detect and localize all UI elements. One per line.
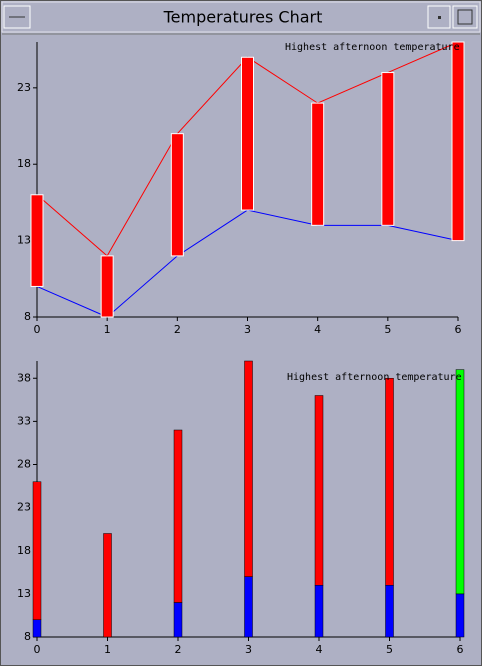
x-tick-label: 1	[104, 323, 111, 336]
x-tick-label: 3	[244, 323, 251, 336]
bar-segment	[244, 576, 253, 638]
bar-segment	[103, 533, 112, 638]
y-tick-label: 23	[17, 501, 31, 514]
x-tick-label: 0	[34, 323, 41, 336]
range-bar	[241, 56, 254, 211]
x-tick-label: 2	[175, 643, 182, 656]
x-tick-label: 3	[245, 643, 252, 656]
y-tick-label: 18	[17, 544, 31, 557]
x-tick-label: 2	[174, 323, 181, 336]
range-bar	[170, 133, 184, 257]
bar-segment	[32, 481, 42, 620]
bar-segment	[32, 619, 42, 638]
y-tick-label: 23	[17, 81, 31, 94]
bar-segment	[173, 602, 183, 638]
range-bar	[451, 41, 465, 242]
y-tick-label: 8	[24, 310, 31, 323]
y-tick-label: 13	[17, 234, 31, 247]
x-tick-label: 6	[455, 323, 462, 336]
bar-segment	[385, 378, 394, 586]
x-tick-label: 4	[314, 323, 321, 336]
x-tick-label: 5	[386, 643, 393, 656]
y-tick-label: 38	[17, 371, 31, 384]
x-tick-label: 0	[34, 643, 41, 656]
x-tick-label: 1	[104, 643, 111, 656]
y-tick-label: 28	[17, 458, 31, 471]
bar-segment	[385, 585, 394, 638]
bar-segment	[173, 429, 183, 603]
y-tick-label: 13	[17, 587, 31, 600]
minimize-icon	[438, 16, 441, 19]
bar-segment	[455, 593, 465, 638]
x-tick-label: 5	[384, 323, 391, 336]
bar-segment	[244, 360, 253, 577]
range-bar	[100, 255, 114, 318]
bar-segment	[314, 395, 324, 586]
bar-segment	[455, 369, 465, 595]
title-bar	[1, 1, 481, 33]
bar-segment	[314, 585, 324, 638]
range-bar	[311, 102, 325, 226]
range-bar	[381, 72, 395, 226]
legend-label: Highest afternoon temperature	[287, 372, 462, 383]
x-tick-label: 6	[457, 643, 464, 656]
legend-label: Highest afternoon temperature	[285, 42, 460, 53]
x-tick-label: 4	[316, 643, 323, 656]
range-bar	[30, 194, 44, 287]
maximize-icon	[457, 9, 473, 25]
window-title: Temperatures Chart	[163, 8, 323, 27]
y-tick-label: 18	[17, 157, 31, 170]
y-tick-label: 8	[24, 630, 31, 643]
maximize-button[interactable]	[452, 5, 478, 29]
y-tick-label: 33	[17, 414, 31, 427]
